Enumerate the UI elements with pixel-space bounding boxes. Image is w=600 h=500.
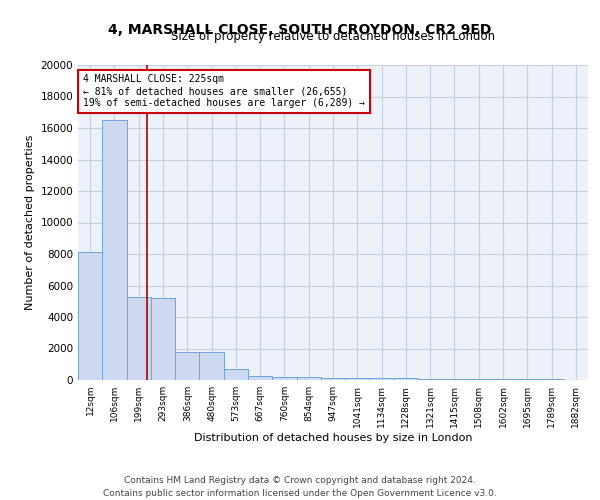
Text: 4 MARSHALL CLOSE: 225sqm
← 81% of detached houses are smaller (26,655)
19% of se: 4 MARSHALL CLOSE: 225sqm ← 81% of detach…	[83, 74, 365, 108]
Bar	[491, 379, 515, 380]
X-axis label: Distribution of detached houses by size in London: Distribution of detached houses by size …	[194, 432, 472, 442]
Bar	[224, 370, 248, 380]
Text: Contains HM Land Registry data © Crown copyright and database right 2024.
Contai: Contains HM Land Registry data © Crown c…	[103, 476, 497, 498]
Title: Size of property relative to detached houses in London: Size of property relative to detached ho…	[171, 30, 495, 43]
Bar	[370, 378, 394, 380]
Bar	[467, 379, 491, 380]
Bar	[175, 352, 199, 380]
Bar	[151, 298, 175, 380]
Y-axis label: Number of detached properties: Number of detached properties	[25, 135, 35, 310]
Bar	[394, 378, 418, 380]
Bar	[127, 296, 151, 380]
Bar	[321, 378, 345, 380]
Bar	[272, 377, 296, 380]
Bar	[418, 378, 442, 380]
Bar	[78, 252, 102, 380]
Bar	[442, 378, 467, 380]
Bar	[102, 120, 127, 380]
Bar	[296, 377, 321, 380]
Bar	[345, 378, 370, 380]
Bar	[248, 376, 272, 380]
Text: 4, MARSHALL CLOSE, SOUTH CROYDON, CR2 9ED: 4, MARSHALL CLOSE, SOUTH CROYDON, CR2 9E…	[109, 22, 491, 36]
Bar	[199, 352, 224, 380]
